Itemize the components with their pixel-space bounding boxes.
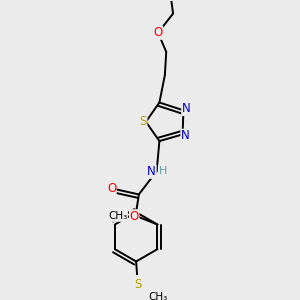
Text: O: O xyxy=(130,210,139,223)
Text: N: N xyxy=(181,129,190,142)
Text: H: H xyxy=(158,166,167,176)
Text: O: O xyxy=(107,182,116,196)
Text: S: S xyxy=(134,278,141,291)
Text: CH₃: CH₃ xyxy=(148,292,168,300)
Text: S: S xyxy=(140,115,147,128)
Text: O: O xyxy=(153,26,163,39)
Text: N: N xyxy=(182,102,190,116)
Text: N: N xyxy=(147,165,156,178)
Text: CH₃: CH₃ xyxy=(108,211,128,221)
